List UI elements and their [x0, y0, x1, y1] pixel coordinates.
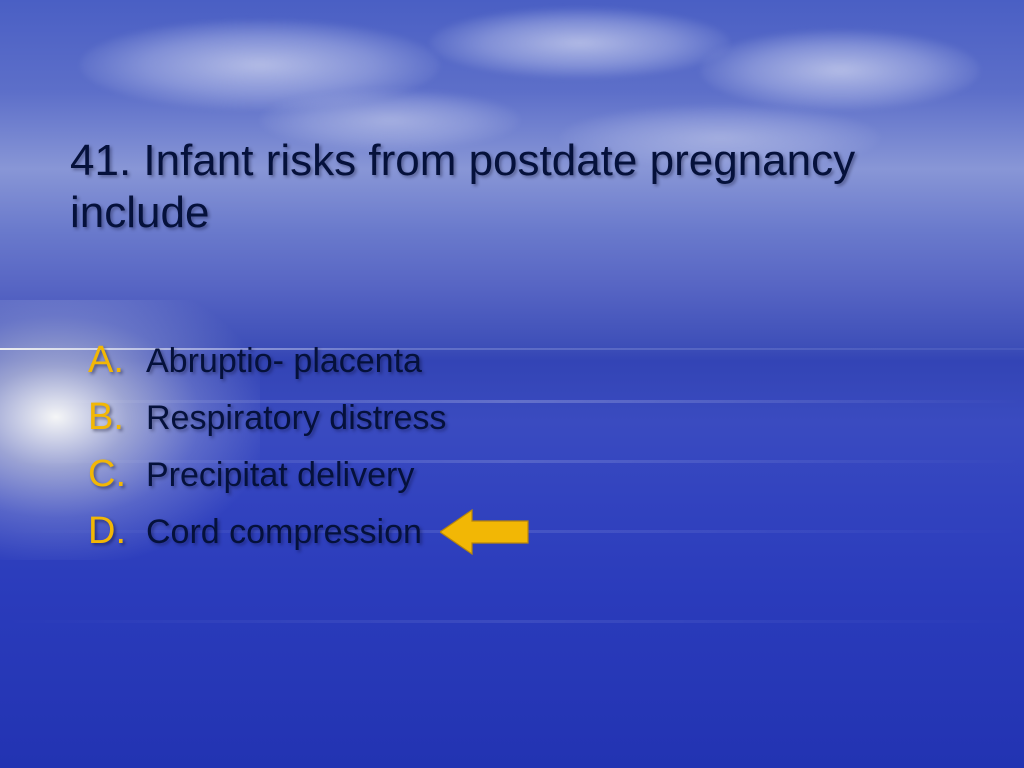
- answer-option-d: D. Cord compression: [88, 510, 954, 553]
- option-marker: D.: [88, 510, 132, 553]
- option-marker: B.: [88, 396, 132, 439]
- answer-option-b: B. Respiratory distress: [88, 396, 954, 439]
- option-marker: C.: [88, 453, 132, 496]
- arrow-shape: [440, 510, 528, 554]
- correct-answer-arrow-icon: [440, 507, 530, 557]
- option-text: Respiratory distress: [146, 399, 446, 438]
- option-text: Cord compression: [146, 513, 422, 552]
- question-title: 41. Infant risks from postdate pregnancy…: [70, 135, 954, 239]
- answer-option-c: C. Precipitat delivery: [88, 453, 954, 496]
- answer-option-a: A. Abruptio- placenta: [88, 339, 954, 382]
- option-text: Precipitat delivery: [146, 456, 414, 495]
- option-text: Abruptio- placenta: [146, 342, 422, 381]
- answer-options-list: A. Abruptio- placenta B. Respiratory dis…: [70, 339, 954, 553]
- slide-content: 41. Infant risks from postdate pregnancy…: [0, 0, 1024, 768]
- option-marker: A.: [88, 339, 132, 382]
